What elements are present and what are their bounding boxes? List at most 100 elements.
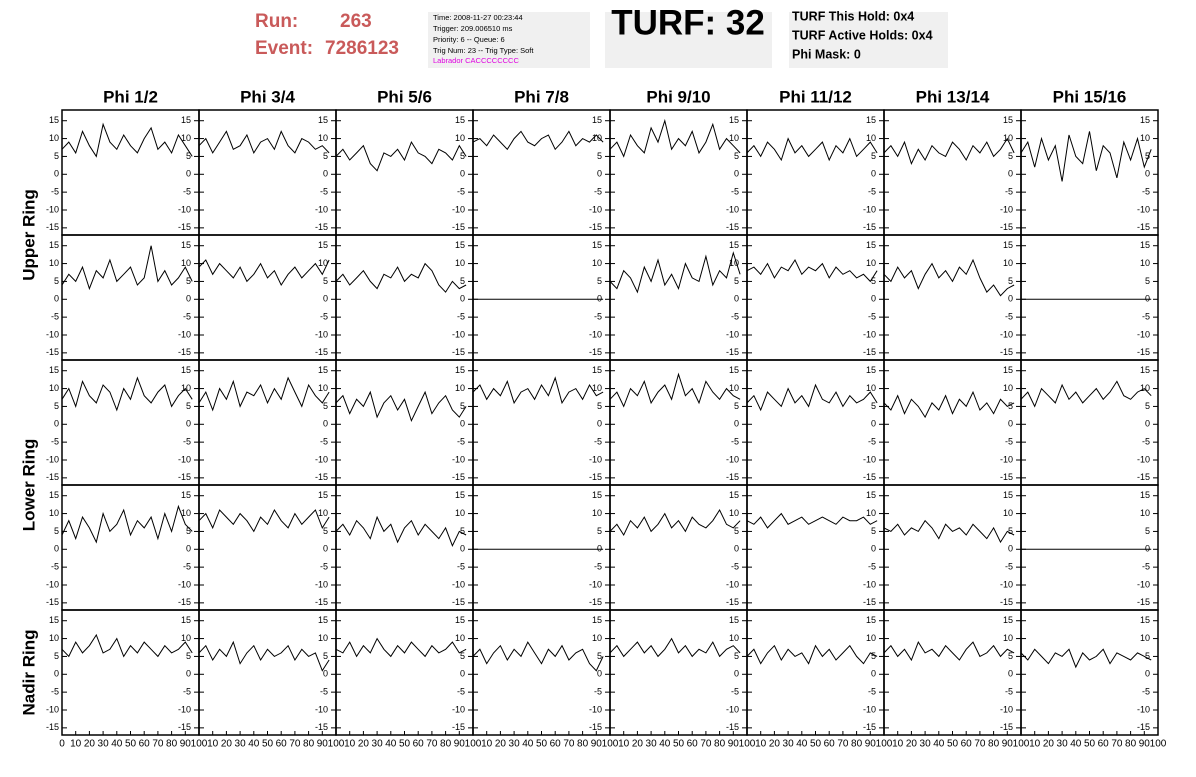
y-tick-label: 10 xyxy=(1140,633,1150,643)
y-tick-label: 5 xyxy=(597,401,602,411)
y-tick-label: 0 xyxy=(734,294,739,304)
y-tick-label: 10 xyxy=(592,383,602,393)
y-tick-label: -5 xyxy=(320,312,328,322)
y-tick-label: 10 xyxy=(181,383,191,393)
waveform xyxy=(609,508,741,537)
y-tick-label: 10 xyxy=(455,133,465,143)
y-tick-label: -10 xyxy=(46,454,59,464)
x-tick-label: 10 xyxy=(481,739,493,750)
panel-frame xyxy=(1020,234,1159,361)
y-tick-label: 0 xyxy=(186,669,191,679)
y-tick-label: 5 xyxy=(186,151,191,161)
y-tick-label: 15 xyxy=(866,240,876,250)
y-tick-label: 10 xyxy=(318,383,328,393)
info-line: Priority: 6 -- Queue: 6 xyxy=(433,35,505,44)
x-tick-label: 20 xyxy=(1043,739,1055,750)
waveform xyxy=(746,258,878,283)
x-tick-label: 60 xyxy=(550,739,562,750)
y-tick-label: -5 xyxy=(183,687,191,697)
y-tick-label: 5 xyxy=(871,276,876,286)
y-tick-label: 0 xyxy=(597,669,602,679)
y-tick-label: 15 xyxy=(1140,365,1150,375)
y-tick-label: 10 xyxy=(1003,383,1013,393)
y-tick-label: -15 xyxy=(726,347,739,357)
y-tick-label: -10 xyxy=(1000,329,1013,339)
y-tick-label: 5 xyxy=(1145,651,1150,661)
waveform xyxy=(198,376,330,412)
column-header: Phi 5/6 xyxy=(377,87,432,106)
turf-info: TURF This Hold: 0x4 xyxy=(792,9,914,23)
y-tick-label: 10 xyxy=(729,133,739,143)
y-tick-label: -5 xyxy=(868,312,876,322)
x-tick-label: 80 xyxy=(440,739,452,750)
y-tick-label: 5 xyxy=(734,651,739,661)
y-tick-label: -15 xyxy=(452,472,465,482)
turf-info: TURF Active Holds: 0x4 xyxy=(792,28,933,42)
y-tick-label: -15 xyxy=(726,597,739,607)
waveform xyxy=(472,130,604,151)
panel-frame xyxy=(883,234,1022,361)
y-tick-label: -5 xyxy=(183,437,191,447)
x-tick-label: 40 xyxy=(111,739,123,750)
y-tick-label: 0 xyxy=(1008,669,1013,679)
y-tick-label: 5 xyxy=(54,276,59,286)
y-tick-label: 10 xyxy=(866,383,876,393)
panel-frame xyxy=(1020,359,1159,486)
panel-frame xyxy=(883,484,1022,611)
y-tick-label: 0 xyxy=(460,169,465,179)
y-tick-label: -15 xyxy=(1137,222,1150,232)
y-tick-label: -15 xyxy=(46,222,59,232)
y-tick-label: -15 xyxy=(315,472,328,482)
y-tick-label: 5 xyxy=(460,651,465,661)
waveform xyxy=(61,504,193,544)
x-tick-label: 20 xyxy=(632,739,644,750)
y-tick-label: 5 xyxy=(323,401,328,411)
y-tick-label: 15 xyxy=(181,615,191,625)
y-tick-label: 10 xyxy=(1140,133,1150,143)
panel-frame xyxy=(198,484,337,611)
y-tick-label: 10 xyxy=(49,508,59,518)
x-tick-label: 90 xyxy=(591,739,603,750)
y-tick-label: -5 xyxy=(51,187,59,197)
y-tick-label: 10 xyxy=(1003,258,1013,268)
y-tick-label: -5 xyxy=(457,187,465,197)
y-tick-label: -15 xyxy=(46,722,59,732)
y-tick-label: -5 xyxy=(320,562,328,572)
y-tick-label: 5 xyxy=(597,651,602,661)
x-tick-label: 50 xyxy=(125,739,137,750)
y-tick-label: 0 xyxy=(186,544,191,554)
y-tick-label: -5 xyxy=(320,187,328,197)
panel-frame xyxy=(472,359,611,486)
y-tick-label: -10 xyxy=(315,704,328,714)
x-tick-label: 80 xyxy=(988,739,1000,750)
y-tick-label: -15 xyxy=(178,222,191,232)
y-tick-label: 0 xyxy=(54,169,59,179)
y-tick-label: 10 xyxy=(455,508,465,518)
panel-frame xyxy=(198,609,337,736)
y-tick-label: 15 xyxy=(318,365,328,375)
y-tick-label: -10 xyxy=(726,579,739,589)
event-label: Event: xyxy=(255,38,313,59)
y-tick-label: 15 xyxy=(729,365,739,375)
x-tick-label: 70 xyxy=(700,739,712,750)
panel-frame xyxy=(746,234,885,361)
x-tick-label: 10 xyxy=(70,739,82,750)
y-tick-label: 5 xyxy=(734,276,739,286)
y-tick-label: -15 xyxy=(452,597,465,607)
y-tick-label: 15 xyxy=(1140,240,1150,250)
x-tick-label: 40 xyxy=(1070,739,1082,750)
y-tick-label: -10 xyxy=(1137,704,1150,714)
waveform xyxy=(609,251,741,294)
y-tick-label: 10 xyxy=(181,258,191,268)
x-tick-label: 60 xyxy=(687,739,699,750)
panel-frame xyxy=(746,359,885,486)
x-tick-label: 60 xyxy=(961,739,973,750)
x-tick-label: 30 xyxy=(372,739,384,750)
y-tick-label: 15 xyxy=(318,115,328,125)
y-tick-label: 15 xyxy=(49,240,59,250)
y-tick-label: 5 xyxy=(54,151,59,161)
y-tick-label: 15 xyxy=(49,115,59,125)
y-tick-label: 10 xyxy=(1003,633,1013,643)
y-tick-label: 15 xyxy=(181,115,191,125)
